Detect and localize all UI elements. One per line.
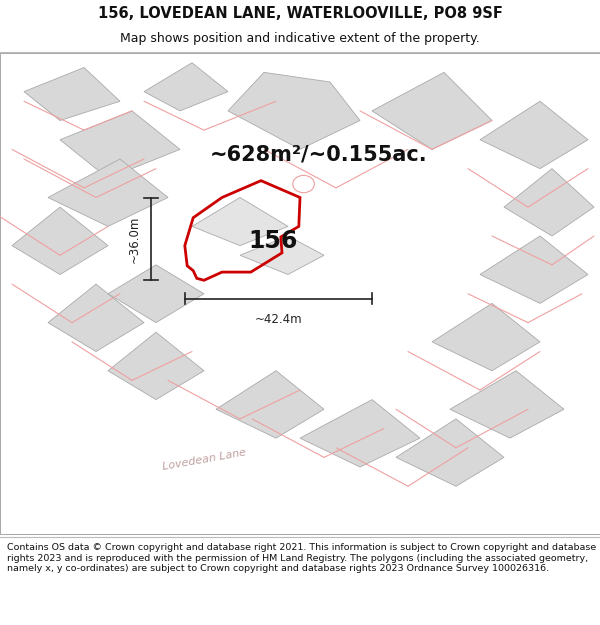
Polygon shape [48, 284, 144, 351]
Text: Lovedean Lane: Lovedean Lane [161, 448, 247, 472]
Text: 156, LOVEDEAN LANE, WATERLOOVILLE, PO8 9SF: 156, LOVEDEAN LANE, WATERLOOVILLE, PO8 9… [98, 6, 502, 21]
Polygon shape [144, 62, 228, 111]
Polygon shape [24, 68, 120, 121]
Text: ~42.4m: ~42.4m [254, 313, 302, 326]
Polygon shape [480, 236, 588, 303]
Polygon shape [372, 72, 492, 149]
Text: Contains OS data © Crown copyright and database right 2021. This information is : Contains OS data © Crown copyright and d… [7, 543, 596, 573]
Polygon shape [48, 159, 168, 226]
Polygon shape [480, 101, 588, 169]
Polygon shape [300, 399, 420, 467]
Polygon shape [396, 419, 504, 486]
Polygon shape [108, 265, 204, 322]
Polygon shape [216, 371, 324, 438]
Polygon shape [192, 198, 288, 246]
Polygon shape [108, 332, 204, 399]
Polygon shape [504, 169, 594, 236]
Text: 156: 156 [248, 229, 298, 253]
Polygon shape [240, 236, 324, 274]
Text: ~628m²/~0.155ac.: ~628m²/~0.155ac. [210, 144, 428, 164]
Polygon shape [228, 72, 360, 149]
Polygon shape [60, 111, 180, 178]
Text: Map shows position and indicative extent of the property.: Map shows position and indicative extent… [120, 32, 480, 45]
Polygon shape [12, 207, 108, 274]
Polygon shape [450, 371, 564, 438]
Text: ~36.0m: ~36.0m [127, 215, 140, 262]
Polygon shape [432, 303, 540, 371]
